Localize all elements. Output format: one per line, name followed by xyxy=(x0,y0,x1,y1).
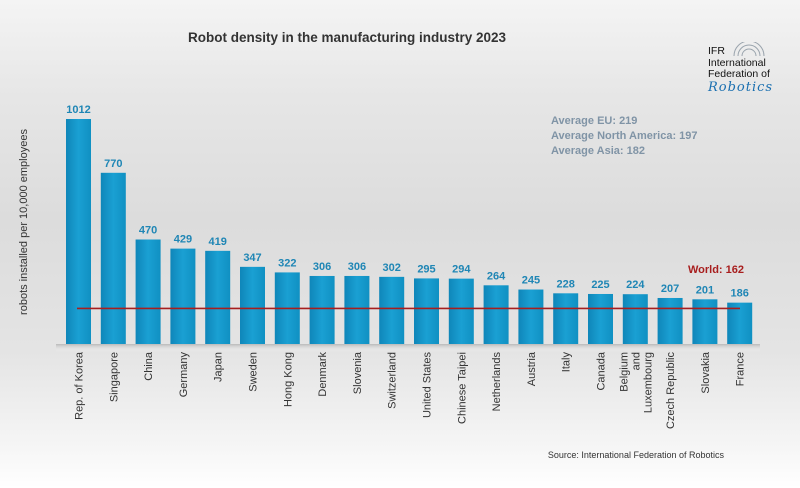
bar-czech-republic xyxy=(657,297,683,344)
chart-title: Robot density in the manufacturing indus… xyxy=(188,30,507,45)
category-label-denmark: Denmark xyxy=(317,352,329,397)
category-label-sweden: Sweden xyxy=(248,352,260,392)
value-label-united-states: 295 xyxy=(417,263,435,275)
logo-text-ifr: IFR xyxy=(708,45,725,57)
value-label-czech-republic: 207 xyxy=(661,283,679,295)
bar-singapore xyxy=(100,172,126,344)
value-label-switzerland: 302 xyxy=(383,262,401,274)
category-label-china: China xyxy=(143,351,155,381)
category-label-france: France xyxy=(735,352,747,386)
value-label-canada: 225 xyxy=(591,279,609,291)
category-label-canada: Canada xyxy=(596,351,608,390)
bar-italy xyxy=(553,293,579,344)
category-label-slovenia: Slovenia xyxy=(352,351,364,394)
value-label-china: 470 xyxy=(139,225,157,237)
bar-netherlands xyxy=(483,285,509,344)
value-label-slovakia: 201 xyxy=(696,284,714,296)
bar-sweden xyxy=(240,266,265,344)
value-label-belgium-and-luxembourg: 224 xyxy=(626,279,645,291)
category-label-netherlands: Netherlands xyxy=(491,352,503,412)
bar-belgium-and-luxembourg xyxy=(622,294,648,344)
category-label-belgium-and-luxembourg: BelgiumandLuxembourg xyxy=(618,352,654,413)
value-label-france: 186 xyxy=(731,288,749,300)
bar-canada xyxy=(588,293,613,344)
value-label-rep-of-korea: 1012 xyxy=(66,104,90,116)
value-label-chinese-taipei: 294 xyxy=(452,264,471,276)
value-label-hong-kong: 322 xyxy=(278,257,296,269)
bar-austria xyxy=(518,289,544,344)
bar-chinese-taipei xyxy=(448,278,474,344)
category-label-singapore: Singapore xyxy=(108,352,120,402)
value-labels: 1012 770 470 429 419 347 322 306 306 302 295 294 264… xyxy=(66,104,749,300)
category-labels: Rep. of Korea Singapore China Germany Japan S… xyxy=(74,351,747,429)
category-label-rep-of-korea: Rep. of Korea xyxy=(74,351,86,420)
category-label-italy: Italy xyxy=(561,352,573,373)
world-reference-label: World: 162 xyxy=(688,264,744,276)
plot-baseline-shadow xyxy=(56,344,760,352)
category-label-czech-republic: Czech Republic xyxy=(665,352,677,430)
category-label-united-states: United States xyxy=(422,352,434,419)
category-label-switzerland: Switzerland xyxy=(387,352,399,409)
value-label-netherlands: 264 xyxy=(487,270,506,282)
category-label-japan: Japan xyxy=(213,352,225,382)
logo-text-robotics: Robotics xyxy=(708,79,774,95)
value-label-slovenia: 306 xyxy=(348,261,366,273)
bar-china xyxy=(135,239,161,344)
category-label-hong-kong: Hong Kong xyxy=(282,352,294,407)
annotation-average-eu: Average EU: 219 xyxy=(551,115,637,127)
annotation-average-north-america: Average North America: 197 xyxy=(551,130,698,142)
bar-slovenia xyxy=(344,275,370,344)
bar-slovakia xyxy=(692,299,718,344)
annotation-average-asia: Average Asia: 182 xyxy=(551,145,645,157)
value-label-sweden: 347 xyxy=(243,252,261,264)
bar-germany xyxy=(170,248,196,344)
category-label-slovakia: Slovakia xyxy=(700,351,712,393)
bar-france xyxy=(727,302,753,344)
average-annotations: Average EU: 219 Average North America: 1… xyxy=(551,115,698,157)
category-label-austria: Austria xyxy=(526,351,538,386)
logo-text-federation: Federation of xyxy=(708,68,770,80)
ifr-logo: IFR International Federation of Robotics xyxy=(708,42,788,98)
bar-japan xyxy=(205,250,231,344)
value-label-germany: 429 xyxy=(174,234,192,246)
category-label-germany: Germany xyxy=(178,352,190,398)
value-label-japan: 419 xyxy=(209,236,227,248)
bar-switzerland xyxy=(379,276,405,344)
value-label-singapore: 770 xyxy=(104,158,122,170)
y-axis-label: robots installed per 10,000 employees xyxy=(18,129,30,315)
value-label-denmark: 306 xyxy=(313,261,331,273)
logo-text-international: International xyxy=(708,56,766,69)
category-label-chinese-taipei: Chinese Taipei xyxy=(456,352,468,424)
logo-arcs-icon xyxy=(733,42,765,56)
bar-denmark xyxy=(309,275,335,344)
bar-united-states xyxy=(414,278,439,344)
bar-series xyxy=(66,119,753,344)
value-label-austria: 245 xyxy=(522,275,540,287)
value-label-italy: 228 xyxy=(557,278,575,290)
source-note: Source: International Federation of Robo… xyxy=(548,450,725,460)
bar-rep-of-korea xyxy=(66,119,91,344)
